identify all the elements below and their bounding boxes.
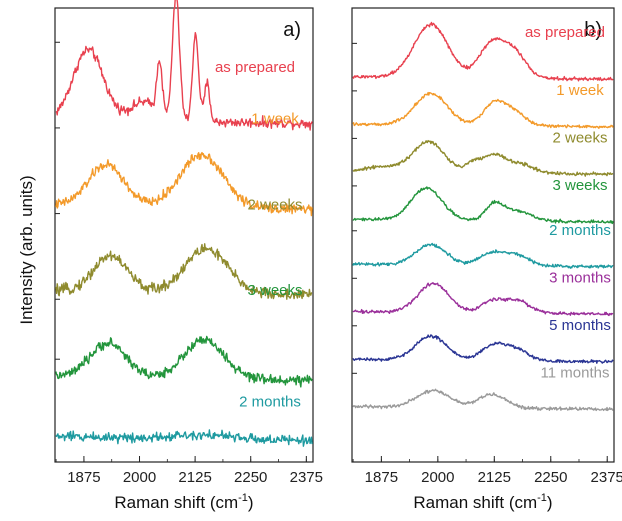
x-tick-label-b-2: 2125 — [478, 469, 511, 486]
panel-a: 1875 2000 2125 2250 2375 Raman shift (cm-1) a)… — [54, 0, 323, 512]
series-label-b-0: as prepared — [525, 24, 605, 41]
x-tick-label-b-3: 2250 — [534, 469, 567, 486]
x-tick-label-a-3: 2250 — [234, 469, 267, 486]
series-label-b-2: 2 weeks — [552, 130, 607, 147]
panel-label-b: b) — [584, 19, 602, 41]
series-line-b-7 — [352, 388, 614, 412]
series-label-b-5: 3 months — [549, 270, 611, 287]
series-line-b-4 — [352, 242, 614, 269]
series-line-b-1 — [352, 91, 614, 130]
series-label-b-6: 5 months — [549, 317, 611, 334]
panel-label-a: a) — [283, 19, 301, 41]
series-label-b-1: 1 week — [556, 82, 604, 99]
x-axis-label-a: Raman shift (cm-1) — [114, 492, 253, 512]
x-tick-label-a-4: 2375 — [290, 469, 323, 486]
series-label-b-4: 2 months — [549, 222, 611, 239]
series-line-a-0 — [55, 0, 313, 131]
series-label-a-1: 1 week — [251, 111, 299, 128]
series-label-b-3: 3 weeks — [552, 177, 607, 194]
series-label-a-4: 2 months — [239, 393, 301, 410]
x-axis-label-b: Raman shift (cm-1) — [413, 492, 552, 512]
series-line-b-0 — [352, 21, 614, 82]
series-line-b-5 — [352, 282, 614, 317]
plot-frame-b — [351, 7, 615, 463]
series-line-a-3 — [55, 335, 313, 388]
series-label-a-2: 2 weeks — [247, 196, 302, 213]
x-tick-label-a-0: 1875 — [67, 469, 100, 486]
series-line-a-4 — [55, 429, 313, 447]
series-label-a-0: as prepared — [215, 59, 295, 76]
series-line-b-2 — [352, 139, 614, 177]
series-label-a-3: 3 weeks — [247, 282, 302, 299]
series-line-b-6 — [352, 334, 614, 364]
y-axis-label: Intensity (arb. units) — [17, 175, 36, 324]
series-line-b-3 — [352, 186, 614, 225]
series-line-a-2 — [55, 243, 313, 300]
x-tick-label-b-1: 2000 — [421, 469, 454, 486]
x-tick-label-a-1: 2000 — [123, 469, 156, 486]
series-label-b-7: 11 months — [541, 365, 610, 382]
x-tick-label-b-0: 1875 — [365, 469, 398, 486]
x-tick-label-b-4: 2375 — [591, 469, 622, 486]
plot-frame-a — [54, 7, 314, 463]
x-tick-label-a-2: 2125 — [178, 469, 211, 486]
series-line-a-1 — [55, 151, 313, 217]
panel-b: 1875 2000 2125 2250 2375 Raman shift (cm-1) b)… — [351, 7, 622, 512]
